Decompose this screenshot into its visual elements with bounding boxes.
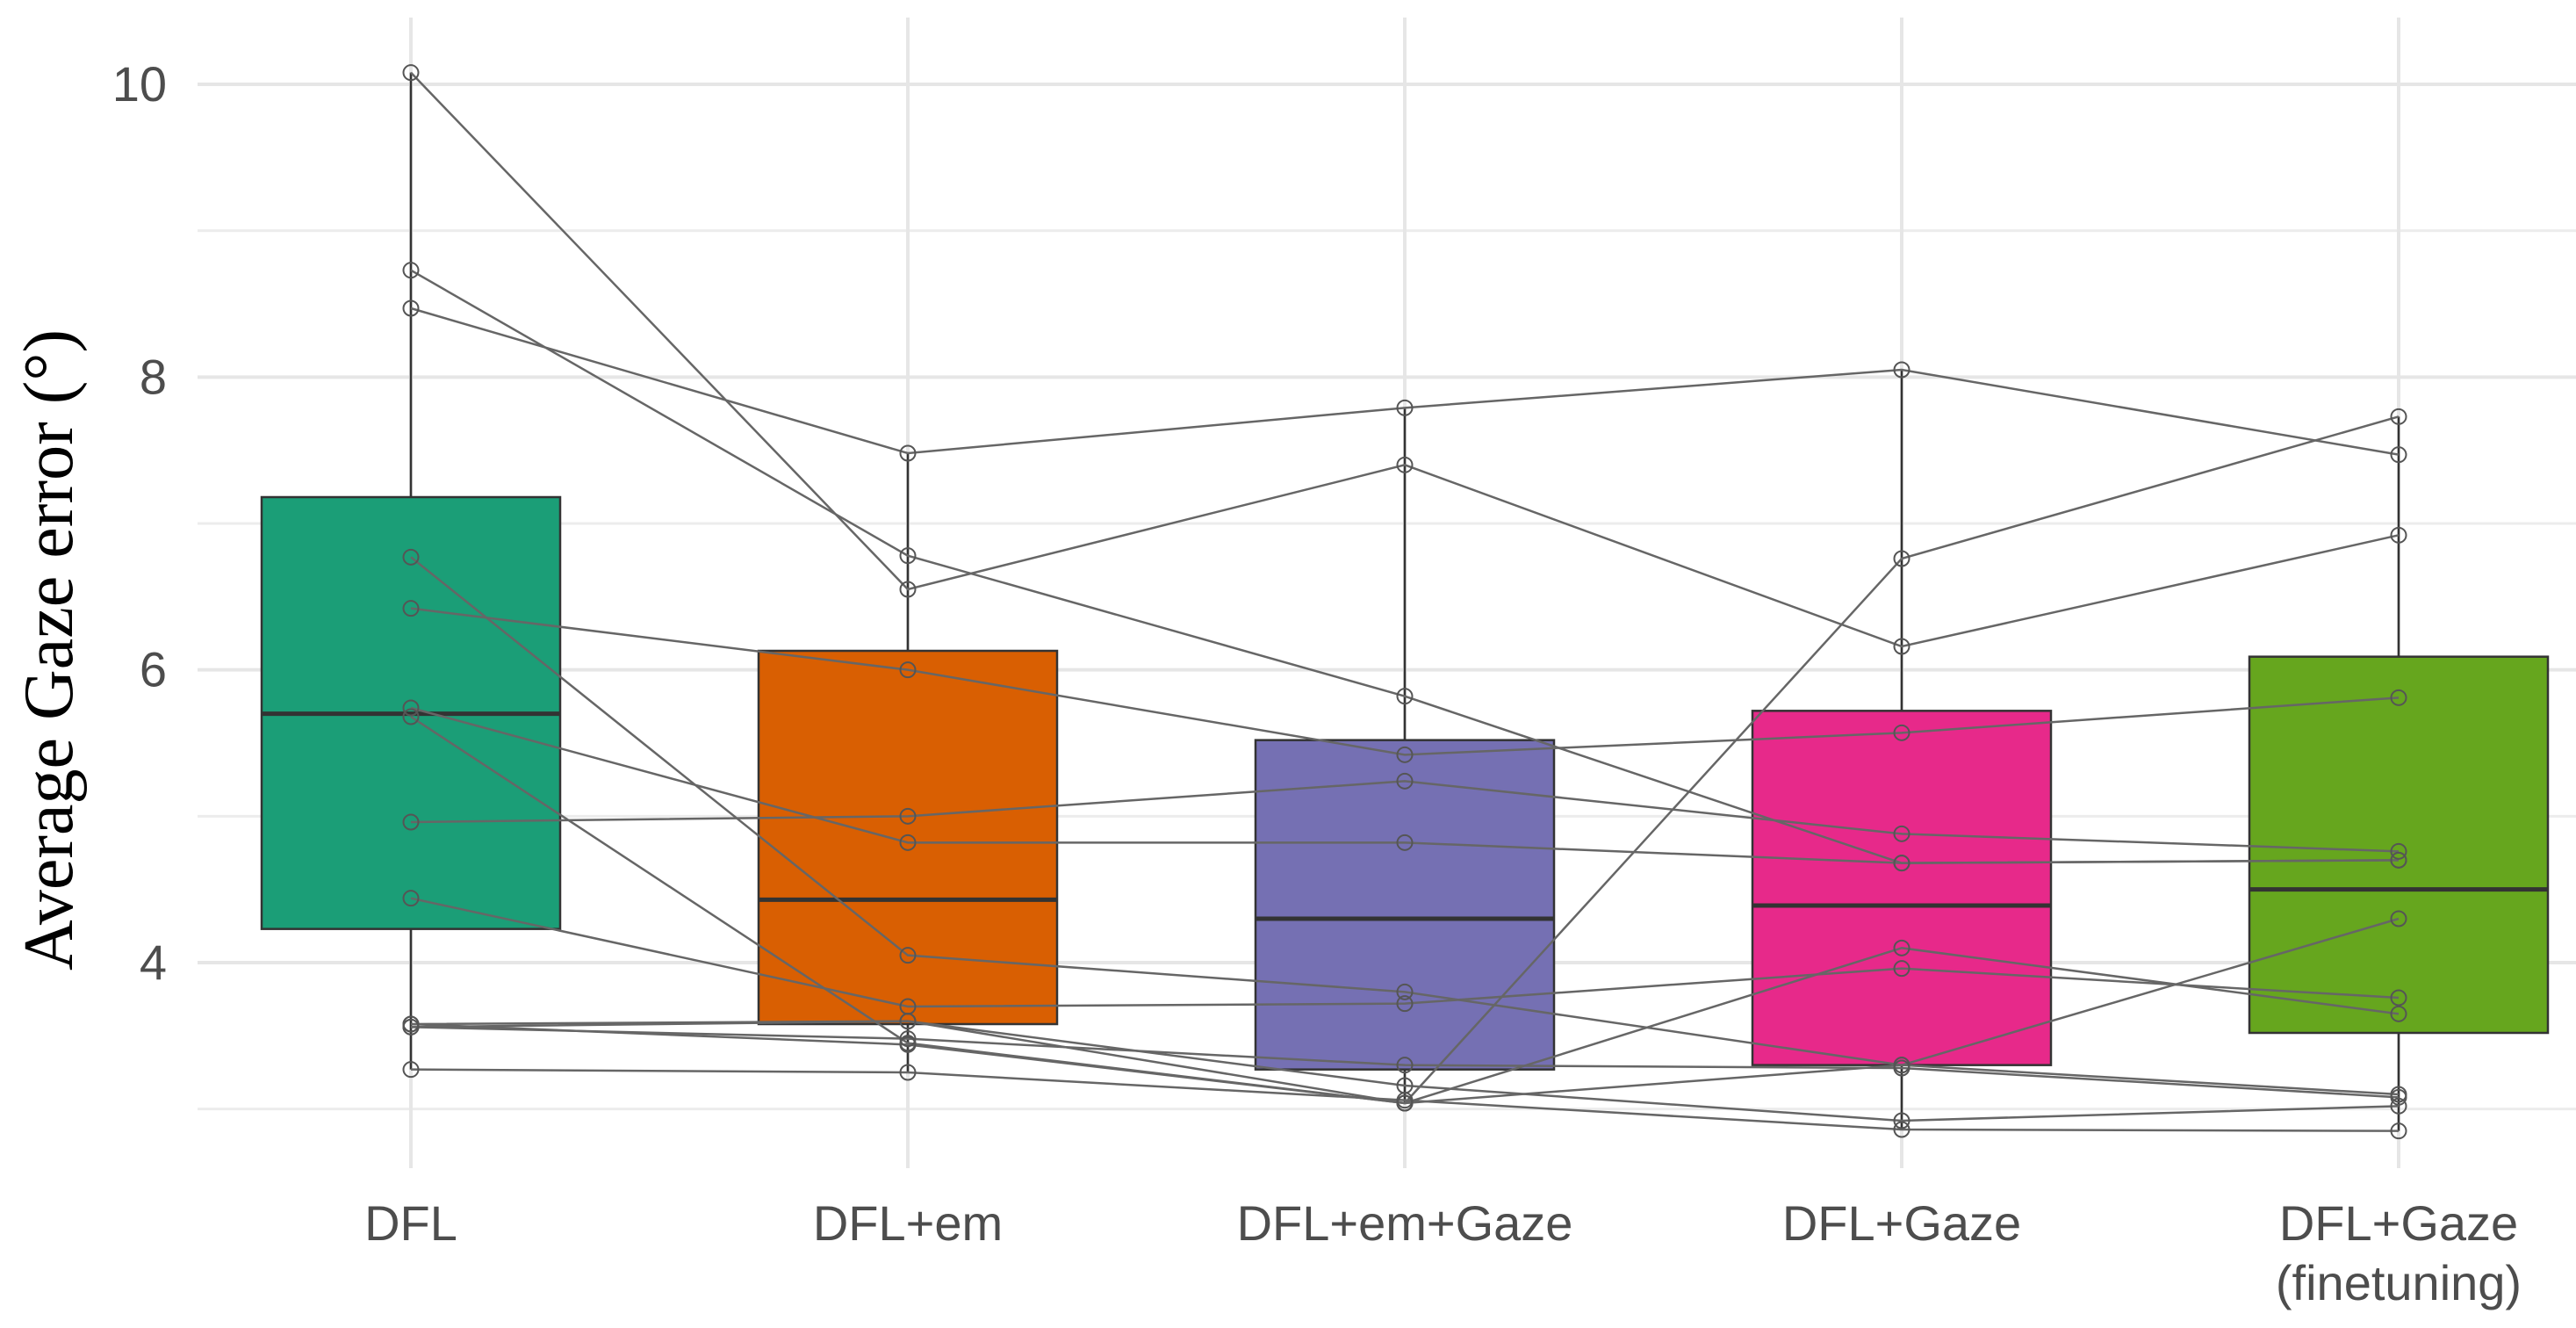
point-S1-1 xyxy=(899,581,917,598)
point-S7-4 xyxy=(2390,1005,2407,1022)
x-tick-label-4: DFL+Gaze xyxy=(2279,1195,2518,1251)
point-S11-4 xyxy=(2390,1088,2407,1106)
point-S8-1 xyxy=(899,807,917,825)
point-S7-0 xyxy=(402,708,420,725)
point-S4-2 xyxy=(1396,983,1414,1000)
subject-line-S11 xyxy=(410,1026,2400,1099)
point-S4-1 xyxy=(899,947,917,964)
subject-line-S4 xyxy=(410,556,2400,1096)
x-tick-label-1: DFL+em xyxy=(813,1195,1003,1251)
point-S11-1 xyxy=(899,1030,917,1048)
point-S4-0 xyxy=(402,548,420,566)
point-S1-4 xyxy=(2390,526,2407,544)
subject-line-S3 xyxy=(410,307,2400,456)
axis-layer: 4 6 8 10 DFL DFL+em DFL+em+Gaze DFL+Gaze DFL+Gaz… xyxy=(112,56,2522,1310)
point-S9-2 xyxy=(1396,995,1414,1013)
subject-line-S8 xyxy=(410,780,2400,853)
point-S12-1 xyxy=(899,1064,917,1081)
point-S8-2 xyxy=(1396,772,1414,790)
box-body-3 xyxy=(1751,710,2053,1066)
subject-line-S9 xyxy=(410,897,2400,1008)
point-S5-4 xyxy=(2390,689,2407,706)
point-S8-0 xyxy=(402,813,420,831)
box-1 xyxy=(757,453,1059,1072)
box-3 xyxy=(1751,370,2053,1130)
x-tick-label-line2-4: (finetuning) xyxy=(2276,1255,2522,1310)
y-tick-label-6: 6 xyxy=(140,642,167,697)
point-S3-0 xyxy=(402,300,420,317)
point-S9-4 xyxy=(2390,989,2407,1007)
point-S1-0 xyxy=(402,64,420,82)
box-body-4 xyxy=(2248,655,2550,1035)
point-S3-2 xyxy=(1396,399,1414,416)
point-S3-4 xyxy=(2390,446,2407,464)
box-body-1 xyxy=(757,649,1059,1026)
y-tick-label-4: 4 xyxy=(140,935,167,990)
y-axis-title: Average Gaze error (°) xyxy=(11,329,88,971)
point-S6-0 xyxy=(402,699,420,717)
subject-line-S1 xyxy=(410,71,2400,648)
point-S3-1 xyxy=(899,444,917,462)
point-S2-2 xyxy=(1396,688,1414,705)
point-S13-3 xyxy=(1893,1057,1910,1074)
subject-line-S14 xyxy=(410,415,2400,1105)
point-S12-4 xyxy=(2390,1122,2407,1140)
point-S14-3 xyxy=(1893,550,1910,567)
point-S10-4 xyxy=(2390,1097,2407,1115)
point-S5-3 xyxy=(1893,724,1910,741)
point-S11-2 xyxy=(1396,1057,1414,1074)
point-S12-3 xyxy=(1893,1121,1910,1138)
y-tick-label-8: 8 xyxy=(140,349,167,404)
point-S1-3 xyxy=(1893,638,1910,655)
x-tick-label-0: DFL xyxy=(364,1195,457,1251)
point-S6-3 xyxy=(1893,855,1910,872)
point-S1-2 xyxy=(1396,456,1414,473)
subject-line-S12 xyxy=(410,1068,2400,1132)
subject-line-S5 xyxy=(410,607,2400,756)
point-S5-0 xyxy=(402,600,420,617)
point-S7-3 xyxy=(1893,939,1910,956)
point-S2-0 xyxy=(402,262,420,279)
point-S5-1 xyxy=(899,661,917,679)
point-S6-1 xyxy=(899,834,917,851)
point-S14-4 xyxy=(2390,408,2407,425)
subject-lines-layer xyxy=(410,71,2400,1132)
box-4 xyxy=(2248,416,2550,1131)
point-S2-1 xyxy=(899,547,917,565)
point-S9-3 xyxy=(1893,960,1910,978)
point-S14-0 xyxy=(402,1018,420,1036)
point-S13-4 xyxy=(2390,910,2407,927)
y-tick-label-10: 10 xyxy=(112,56,167,112)
x-tick-label-2: DFL+em+Gaze xyxy=(1237,1195,1573,1251)
point-S8-4 xyxy=(2390,842,2407,860)
point-S6-2 xyxy=(1396,834,1414,851)
box-body-2 xyxy=(1254,739,1556,1071)
point-S14-1 xyxy=(899,1013,917,1030)
box-layer xyxy=(260,72,2550,1131)
point-S6-4 xyxy=(2390,851,2407,869)
point-S9-0 xyxy=(402,890,420,907)
point-S13-1 xyxy=(899,1036,917,1053)
point-S8-3 xyxy=(1893,825,1910,842)
subject-line-S6 xyxy=(410,706,2400,864)
box-0 xyxy=(260,72,562,1070)
point-S5-2 xyxy=(1396,746,1414,763)
x-tick-label-3: DFL+Gaze xyxy=(1782,1195,2021,1251)
box-2 xyxy=(1254,408,1556,1103)
points-layer xyxy=(402,64,2407,1140)
point-S14-2 xyxy=(1396,1094,1414,1112)
point-S12-0 xyxy=(402,1061,420,1079)
point-S3-3 xyxy=(1893,361,1910,379)
point-S10-3 xyxy=(1893,1112,1910,1130)
